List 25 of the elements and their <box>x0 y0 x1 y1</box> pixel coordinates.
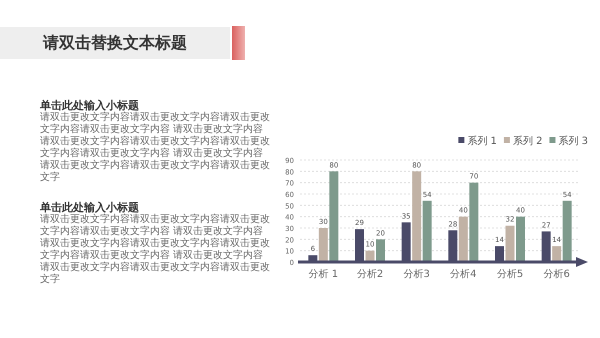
x-tick-label: 分析3 <box>403 268 430 280</box>
text: 单击此处输入小标题 <box>40 200 139 214</box>
x-tick-label: 分析5 <box>496 268 524 280</box>
bar <box>458 216 468 262</box>
bar <box>422 200 432 262</box>
legend-label: 系列 3 <box>558 135 588 147</box>
bar <box>516 216 525 262</box>
bar <box>318 228 328 262</box>
legend-label: 系列 1 <box>467 135 497 147</box>
bar <box>469 182 478 262</box>
x-tick-label: 分析 1 <box>308 268 338 280</box>
bar <box>552 246 562 262</box>
bar <box>412 171 422 262</box>
bar <box>506 226 514 262</box>
text: 请双击替换文本标题 <box>0 27 230 59</box>
bar <box>562 200 572 262</box>
bar <box>376 239 385 262</box>
x-tick-label: 分析2 <box>356 268 384 280</box>
bar <box>329 171 338 262</box>
text: 请双击更改文字内容请双击更改文字内容请双击更改文字内容请双击更改文字内容 请双击更改文字内容请双击更改文字内容请双击更改文字内容请双击更改文字内容请双击更改文字内容 请双击更改文字内容请双击更改文字内容请双击更改文字内容请双击更改文字 <box>40 112 270 184</box>
text: 请双击更改文字内容请双击更改文字内容请双击更改文字内容请双击更改文字内容 请双击更改文字内容请双击更改文字内容请双击更改文字内容请双击更改文字内容请双击更改文字内容 请双击更改文字内容请双击更改文字内容请双击更改文字内容请双击更改文字 <box>40 214 270 286</box>
x-tick-label: 分析6 <box>543 268 570 280</box>
x-tick-label: 分析4 <box>450 268 477 280</box>
legend-label: 系列 2 <box>512 135 542 147</box>
text: 单击此处输入小标题 <box>40 98 139 112</box>
